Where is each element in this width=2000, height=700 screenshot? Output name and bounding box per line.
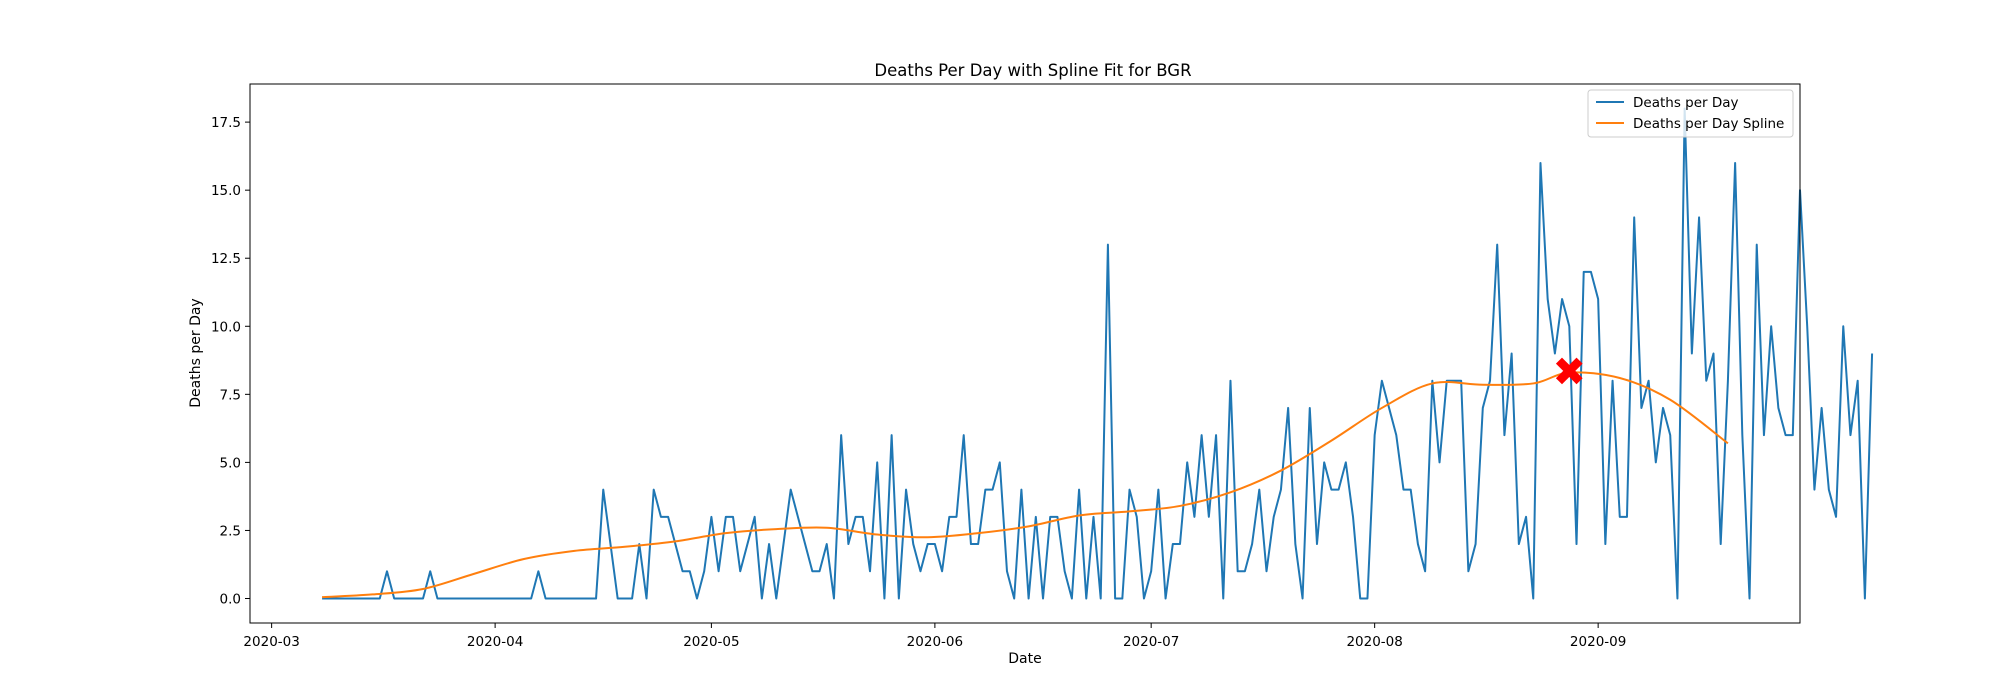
y-tick-label: 0.0 [220, 592, 241, 608]
y-axis: 0.0 2.5 5.0 7.5 10.0 12.5 15.0 17.5 [211, 115, 250, 608]
legend: Deaths per Day Deaths per Day Spline [1587, 89, 1794, 138]
series-line-deaths-per-day [322, 107, 1874, 600]
plot-area: ✖ [322, 107, 1874, 600]
y-tick-label: 10.0 [211, 319, 241, 335]
y-axis-label: Deaths per Day [188, 298, 204, 407]
x-tick-label: 2020-04 [467, 634, 523, 650]
x-tick-label: 2020-05 [683, 634, 739, 650]
plot-frame [249, 83, 1801, 624]
y-tick-label: 7.5 [220, 387, 241, 403]
peak-marker: ✖ [1553, 350, 1587, 396]
legend-box [1587, 89, 1794, 138]
series-line-spline [322, 371, 1729, 599]
x-tick-label: 2020-08 [1346, 634, 1402, 650]
x-axis-label: Date [1008, 651, 1041, 667]
x-tick-label: 2020-06 [907, 634, 963, 650]
y-tick-label: 5.0 [220, 455, 241, 471]
y-tick-label: 12.5 [211, 251, 241, 267]
y-tick-label: 2.5 [220, 523, 241, 539]
x-tick-label: 2020-09 [1570, 634, 1626, 650]
legend-label-daily: Deaths per Day [1633, 95, 1739, 111]
y-tick-label: 17.5 [211, 115, 241, 131]
y-tick-label: 15.0 [211, 183, 241, 199]
x-axis: 2020-03 2020-04 2020-05 2020-06 2020-07 2020-… [243, 623, 1626, 650]
legend-label-spline: Deaths per Day Spline [1633, 116, 1784, 132]
x-tick-label: 2020-03 [243, 634, 299, 650]
x-tick-label: 2020-07 [1123, 634, 1179, 650]
chart-title: Deaths Per Day with Spline Fit for BGR [874, 61, 1191, 80]
